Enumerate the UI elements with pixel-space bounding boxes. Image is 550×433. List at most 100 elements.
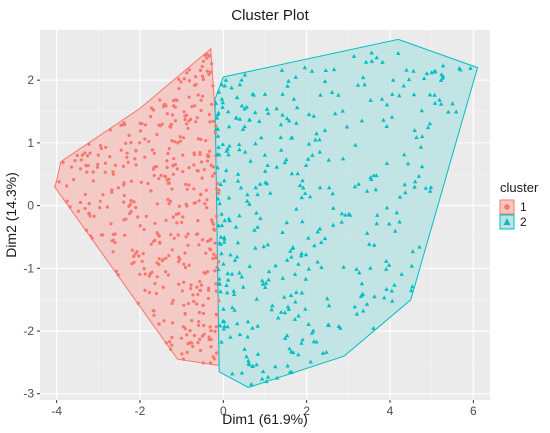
cluster-1-point [206, 296, 210, 301]
cluster-1-point [83, 206, 87, 211]
cluster-1-point [80, 153, 84, 157]
legend-circle-icon [504, 204, 510, 210]
cluster-2-point [391, 77, 396, 82]
cluster-1-point [192, 333, 196, 338]
cluster-2-point [229, 85, 234, 90]
cluster-1-point [87, 211, 91, 215]
x-tick-label: 2 [303, 404, 310, 418]
cluster-1-point [197, 320, 201, 324]
cluster-1-point [124, 217, 128, 221]
cluster-1-point [171, 215, 175, 219]
cluster-2-point [397, 194, 403, 199]
cluster-1-point [204, 139, 208, 143]
cluster-2-point [364, 188, 370, 193]
cluster-2-point [278, 135, 283, 140]
cluster-1-point [172, 157, 176, 161]
cluster-1-point [190, 319, 194, 323]
cluster-2-point [247, 117, 252, 122]
cluster-2-point [290, 246, 296, 250]
cluster-1-point [121, 164, 126, 168]
cluster-1-point [124, 141, 128, 145]
cluster-2-point [284, 116, 290, 121]
cluster-2-point [273, 263, 278, 268]
cluster-1-point [217, 299, 221, 303]
cluster-2-point [340, 108, 345, 113]
cluster-1-point [162, 319, 166, 323]
cluster-1-point [212, 227, 216, 231]
cluster-1-point [122, 193, 126, 198]
cluster-1-point [155, 261, 159, 265]
cluster-1-point [96, 153, 100, 157]
cluster-2-point [214, 115, 220, 120]
cluster-2-point [280, 275, 285, 280]
cluster-1-point [196, 219, 200, 223]
cluster-1-point [217, 260, 221, 264]
cluster-1-point [172, 236, 176, 240]
cluster-1-point [202, 323, 206, 328]
cluster-2-point [234, 95, 240, 100]
cluster-2-point [369, 50, 374, 55]
cluster-2-point [287, 369, 293, 374]
cluster-2-point [371, 173, 376, 178]
cluster-1-point [203, 202, 207, 206]
cluster-1-point [164, 218, 168, 223]
cluster-2-point [224, 283, 229, 287]
cluster-1-point [198, 337, 202, 341]
cluster-1-point [189, 117, 193, 121]
cluster-2-point [397, 219, 402, 224]
cluster-1-point [164, 270, 168, 274]
cluster-2-point [217, 152, 222, 157]
cluster-2-point [253, 245, 258, 250]
cluster-1-point [177, 212, 181, 216]
cluster-2-point [306, 322, 311, 326]
cluster-2-point [215, 165, 220, 170]
cluster-2-point [432, 68, 437, 73]
cluster-1-point [152, 165, 156, 169]
cluster-2-point [380, 59, 385, 64]
cluster-2-point [222, 239, 227, 244]
cluster-1-point [111, 170, 115, 174]
cluster-2-point [224, 148, 229, 153]
cluster-2-point [235, 240, 241, 245]
cluster-1-point [119, 148, 123, 152]
cluster-2-point [263, 168, 268, 173]
cluster-2-point [246, 361, 251, 366]
cluster-2-point [263, 180, 268, 185]
cluster-2-point [237, 142, 242, 147]
cluster-2-point [404, 67, 409, 72]
cluster-1-point [177, 87, 181, 91]
cluster-2-point [322, 79, 328, 83]
cluster-2-point [331, 205, 336, 210]
cluster-1-point [209, 163, 213, 167]
cluster-2-point [441, 63, 446, 68]
cluster-1-point [155, 275, 159, 279]
cluster-2-point [299, 340, 304, 345]
cluster-2-point [327, 185, 332, 190]
cluster-1-point [122, 200, 126, 204]
cluster-1-point [79, 158, 83, 162]
cluster-2-point [367, 241, 372, 246]
cluster-2-point [237, 147, 242, 152]
cluster-2-point [286, 306, 291, 311]
cluster-1-point [85, 154, 90, 158]
cluster-1-point [140, 259, 144, 263]
cluster-1-point [98, 199, 102, 203]
cluster-2-point [389, 288, 394, 293]
cluster-1-point [83, 151, 87, 155]
cluster-2-point [419, 108, 424, 113]
cluster-2-point [288, 293, 294, 297]
cluster-2-point [225, 271, 230, 276]
cluster-1-point [196, 169, 200, 173]
cluster-1-point [165, 165, 169, 169]
cluster-2-point [226, 152, 231, 157]
cluster-2-point [322, 236, 328, 241]
cluster-1-point [172, 104, 176, 108]
cluster-1-point [190, 104, 194, 109]
cluster-2-point [359, 281, 365, 286]
cluster-1-point [91, 170, 95, 174]
cluster-1-point [165, 178, 169, 182]
cluster-2-point [344, 124, 350, 129]
cluster-1-point [88, 151, 92, 155]
cluster-1-point [149, 189, 153, 193]
cluster-2-point [218, 234, 224, 239]
